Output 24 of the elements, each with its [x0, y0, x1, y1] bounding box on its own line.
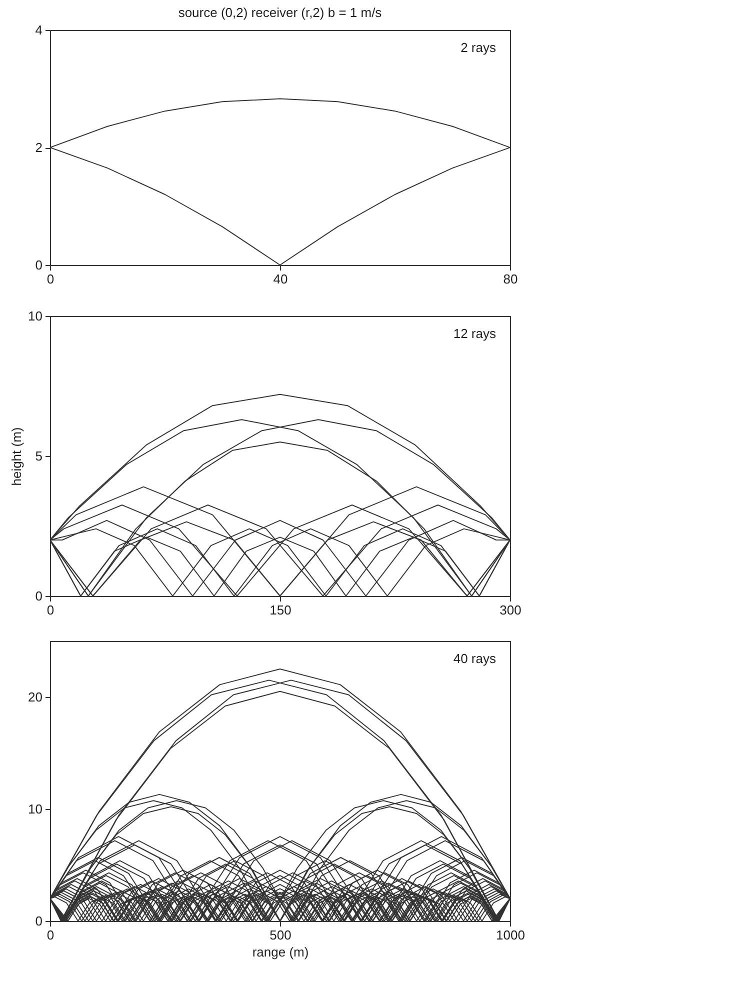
x-tick-label: 0 — [46, 602, 54, 618]
annotation: 12 rays — [453, 326, 496, 341]
annotation: 2 rays — [460, 40, 496, 55]
x-tick-label: 80 — [503, 272, 518, 286]
y-tick-label: 0 — [35, 258, 42, 272]
x-tick-label: 40 — [273, 272, 288, 286]
annotation: 40 rays — [453, 651, 496, 666]
x-tick-label: 0 — [46, 928, 54, 942]
x-axis-title: range (m) — [252, 944, 309, 960]
x-tick-label: 1000 — [496, 928, 525, 942]
x-tick-label: 0 — [46, 272, 54, 286]
x-tick-label: 150 — [270, 602, 292, 618]
y-tick-label: 0 — [35, 914, 42, 928]
chart-title: source (0,2) receiver (r,2) b = 1 m/s — [178, 5, 382, 20]
y-tick-label: 5 — [35, 448, 42, 464]
y-tick-label: 10 — [28, 802, 42, 816]
y-tick-label: 10 — [28, 308, 42, 324]
y-axis-title: height (m) — [9, 427, 24, 486]
y-tick-label: 20 — [28, 690, 42, 704]
x-tick-label: 300 — [500, 602, 522, 618]
y-tick-label: 0 — [35, 588, 42, 604]
x-tick-label: 500 — [270, 928, 292, 942]
y-tick-label: 4 — [35, 22, 42, 38]
y-tick-label: 2 — [35, 140, 42, 155]
